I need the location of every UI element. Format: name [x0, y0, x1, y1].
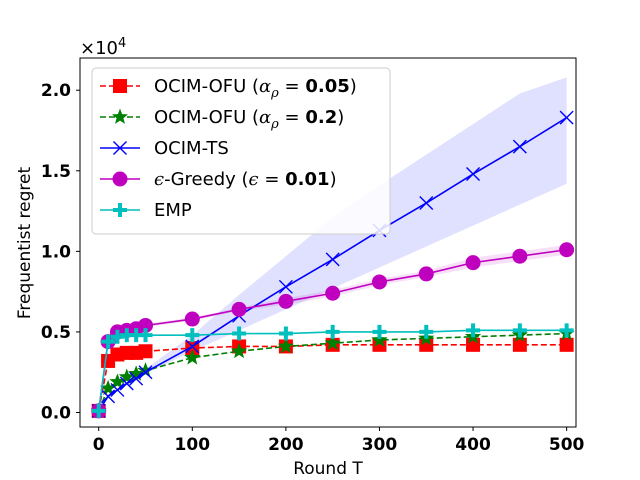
- point-series-4-6: [185, 328, 200, 343]
- legend-label-0: OCIM-OFU (αρ = 0.05): [154, 76, 357, 101]
- point-series-4-1: [101, 334, 116, 349]
- point-series-4-0: [91, 403, 106, 418]
- x-axis-label: Round T: [293, 459, 363, 479]
- point-series-1-9: [324, 334, 341, 351]
- point-series-4-11: [419, 324, 434, 339]
- legend-marker-4: [113, 203, 127, 217]
- legend: OCIM-OFU (αρ = 0.05) OCIM-OFU (αρ = 0.2) O…: [91, 67, 391, 235]
- point-series-1-10: [371, 331, 388, 347]
- point-series-4-7: [232, 326, 247, 341]
- point-series-2-11: [419, 196, 434, 211]
- point-series-1-8: [277, 337, 294, 354]
- point-series-4-10: [372, 324, 387, 339]
- x-tick-label-3: 300: [362, 435, 398, 455]
- point-series-2-4: [129, 371, 144, 386]
- legend-label-2: OCIM-TS: [154, 138, 229, 159]
- multiplier-exponent: 4: [118, 36, 126, 51]
- point-series-2-9: [325, 252, 340, 267]
- point-series-3-13: [512, 248, 528, 264]
- legend-label-3: ϵ-Greedy (ϵ = 0.01): [154, 169, 337, 190]
- point-series-3-12: [465, 255, 481, 271]
- y-tick-label-4: 2.0: [41, 81, 71, 101]
- point-series-1-3: [118, 368, 135, 384]
- point-series-2-2: [110, 382, 125, 397]
- x-tick-label-5: 500: [549, 435, 585, 455]
- point-series-3-10: [371, 274, 387, 290]
- point-series-2-8: [278, 279, 293, 294]
- legend-label-4: EMP: [154, 200, 192, 221]
- point-series-4-9: [325, 324, 340, 339]
- y-axis-label: Frequentist regret: [15, 167, 35, 320]
- point-series-0-14: [559, 337, 574, 352]
- point-series-3-14: [559, 242, 575, 258]
- point-series-0-5: [138, 344, 153, 359]
- legend-marker-0: [113, 79, 127, 93]
- point-series-0-10: [372, 337, 387, 352]
- point-series-1-4: [128, 365, 145, 381]
- point-series-3-11: [418, 266, 434, 282]
- point-series-4-5: [138, 328, 153, 343]
- y-tick-label-1: 0.5: [41, 323, 71, 343]
- x-tick-label-1: 100: [175, 435, 211, 455]
- band-series-2: [98, 77, 567, 411]
- point-series-2-3: [119, 376, 134, 391]
- y-tick-label-2: 1.0: [41, 242, 71, 262]
- y-tick-label-0: 0.0: [41, 403, 71, 423]
- point-series-4-13: [512, 323, 527, 338]
- point-series-3-6: [184, 311, 200, 327]
- point-series-2-13: [512, 139, 527, 154]
- point-series-4-12: [466, 323, 481, 338]
- legend-marker-3: [112, 171, 128, 187]
- point-series-1-1: [99, 379, 117, 396]
- point-series-3-5: [138, 317, 154, 333]
- point-series-2-5: [138, 365, 153, 380]
- x-tick-label-4: 400: [455, 435, 491, 455]
- point-series-2-14: [559, 110, 574, 125]
- legend-box: [91, 67, 391, 235]
- y-axis-multiplier: ×104: [80, 36, 126, 59]
- point-series-2-12: [466, 167, 481, 182]
- y-tick-label-3: 1.5: [41, 162, 71, 182]
- point-series-2-1: [101, 389, 116, 404]
- point-series-3-9: [325, 285, 341, 301]
- point-series-2-6: [185, 339, 200, 354]
- multiplier-base: ×10: [80, 38, 118, 59]
- point-series-4-14: [559, 323, 574, 338]
- point-series-1-7: [231, 342, 248, 359]
- point-series-1-6: [184, 349, 201, 365]
- legend-marker-1: [111, 108, 129, 124]
- point-series-1-5: [137, 362, 154, 378]
- plot-frame: [79, 57, 577, 428]
- point-series-4-8: [278, 326, 293, 341]
- point-series-3-7: [231, 301, 247, 317]
- point-series-3-8: [278, 293, 294, 309]
- point-series-1-2: [109, 373, 126, 389]
- legend-marker-2: [113, 141, 127, 155]
- x-tick-label-2: 200: [268, 435, 304, 455]
- point-series-0-13: [512, 337, 527, 352]
- x-tick-label-0: 0: [93, 435, 105, 455]
- legend-label-1: OCIM-OFU (αρ = 0.2): [154, 107, 344, 132]
